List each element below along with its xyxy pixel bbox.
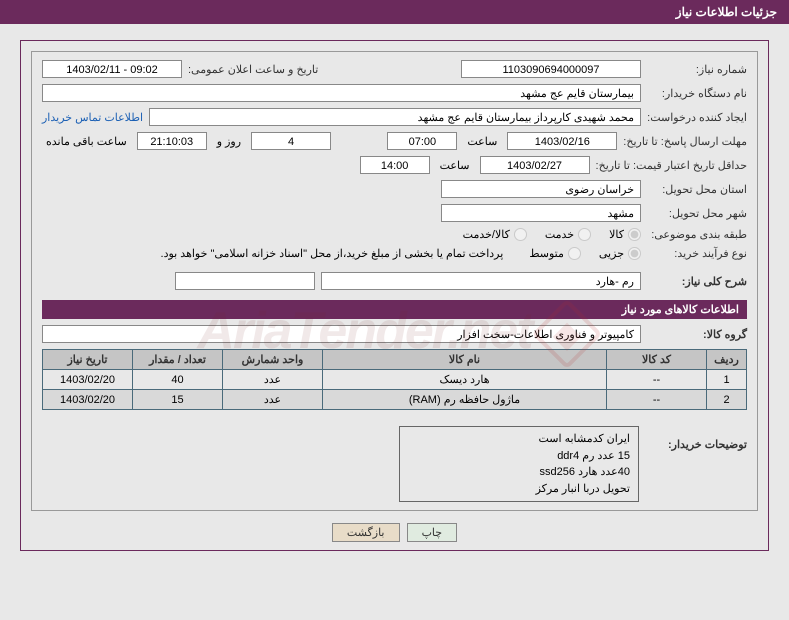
table-cell: -- bbox=[607, 390, 707, 410]
th-qty: تعداد / مقدار bbox=[133, 350, 223, 370]
days-remaining-field: 4 bbox=[251, 132, 331, 150]
hour-label-1: ساعت bbox=[463, 135, 501, 148]
th-code: کد کالا bbox=[607, 350, 707, 370]
category-radios: کالا خدمت کالا/خدمت bbox=[463, 228, 641, 241]
note-line: تحویل دربا انبار مرکز bbox=[408, 481, 630, 498]
page-title: جزئیات اطلاعات نیاز bbox=[676, 5, 777, 19]
print-button[interactable]: چاپ bbox=[407, 523, 458, 542]
th-unit: واحد شمارش bbox=[223, 350, 323, 370]
requester-field: محمد شهیدی کارپرداز بیمارستان قایم عج مش… bbox=[149, 108, 641, 126]
city-field: مشهد bbox=[441, 204, 641, 222]
page-header: جزئیات اطلاعات نیاز bbox=[0, 0, 789, 24]
table-cell: هارد دیسک bbox=[323, 370, 607, 390]
category-label: طبقه بندی موضوعی: bbox=[647, 228, 747, 241]
th-date: تاریخ نیاز bbox=[43, 350, 133, 370]
province-field: خراسان رضوی bbox=[441, 180, 641, 198]
hour-label-2: ساعت bbox=[436, 159, 474, 172]
buyer-org-label: نام دستگاه خریدار: bbox=[647, 87, 747, 100]
validity-date-field: 1403/02/27 bbox=[480, 156, 590, 174]
desc-field: رم -هارد bbox=[321, 272, 641, 290]
need-no-field: 1103090694000097 bbox=[461, 60, 641, 78]
buyer-org-field: بیمارستان قایم عج مشهد bbox=[42, 84, 641, 102]
note-line: 40عدد هارد ssd256 bbox=[408, 464, 630, 481]
form-panel: شماره نیاز: 1103090694000097 تاریخ و ساع… bbox=[31, 51, 758, 511]
note-line: ایران کدمشابه است bbox=[408, 431, 630, 448]
remaining-label: ساعت باقی مانده bbox=[42, 135, 131, 148]
table-cell: عدد bbox=[223, 370, 323, 390]
cat-service-radio[interactable]: خدمت bbox=[545, 228, 591, 241]
buttons-row: چاپ بازگشت bbox=[21, 521, 768, 550]
items-table: ردیف کد کالا نام کالا واحد شمارش تعداد /… bbox=[42, 349, 747, 410]
time-remaining-field: 21:10:03 bbox=[137, 132, 207, 150]
group-label: گروه کالا: bbox=[647, 328, 747, 341]
days-and-label: روز و bbox=[213, 135, 245, 148]
table-cell: 1403/02/20 bbox=[43, 370, 133, 390]
deadline-label: مهلت ارسال پاسخ: تا تاریخ: bbox=[623, 135, 747, 148]
table-cell: 1403/02/20 bbox=[43, 390, 133, 410]
city-label: شهر محل تحویل: bbox=[647, 207, 747, 220]
proc-radios: جزیی متوسط bbox=[529, 247, 641, 260]
province-label: استان محل تحویل: bbox=[647, 183, 747, 196]
group-field: کامپیوتر و فناوری اطلاعات-سخت افزار bbox=[42, 325, 641, 343]
th-row: ردیف bbox=[707, 350, 747, 370]
table-cell: 40 bbox=[133, 370, 223, 390]
table-cell: 1 bbox=[707, 370, 747, 390]
contact-link[interactable]: اطلاعات تماس خریدار bbox=[42, 111, 143, 124]
notes-label: توضیحات خریدار: bbox=[647, 438, 747, 451]
desc-label: شرح کلی نیاز: bbox=[647, 275, 747, 288]
ann-date-label: تاریخ و ساعت اعلان عمومی: bbox=[188, 63, 318, 76]
table-row: 1--هارد دیسکعدد401403/02/20 bbox=[43, 370, 747, 390]
table-cell: -- bbox=[607, 370, 707, 390]
deadline-date-field: 1403/02/16 bbox=[507, 132, 617, 150]
cat-goods-radio[interactable]: کالا bbox=[609, 228, 641, 241]
table-row: 2--ماژول حافظه رم (RAM)عدد151403/02/20 bbox=[43, 390, 747, 410]
outer-frame: AriaTender.net شماره نیاز: 1103090694000… bbox=[20, 40, 769, 551]
proc-note: پرداخت تمام یا بخشی از مبلغ خرید،از محل … bbox=[161, 247, 504, 260]
ann-date-field: 1403/02/11 - 09:02 bbox=[42, 60, 182, 78]
section-title: اطلاعات کالاهای مورد نیاز bbox=[42, 300, 747, 319]
proc-medium-radio[interactable]: متوسط bbox=[529, 247, 581, 260]
cat-both-radio[interactable]: کالا/خدمت bbox=[463, 228, 527, 241]
th-name: نام کالا bbox=[323, 350, 607, 370]
need-no-label: شماره نیاز: bbox=[647, 63, 747, 76]
proc-type-label: نوع فرآیند خرید: bbox=[647, 247, 747, 260]
proc-detail-radio[interactable]: جزیی bbox=[599, 247, 641, 260]
table-cell: 15 bbox=[133, 390, 223, 410]
table-cell: 2 bbox=[707, 390, 747, 410]
validity-label: حداقل تاریخ اعتبار قیمت: تا تاریخ: bbox=[596, 159, 747, 172]
table-cell: عدد bbox=[223, 390, 323, 410]
note-line: 15 عدد رم ddr4 bbox=[408, 448, 630, 465]
table-cell: ماژول حافظه رم (RAM) bbox=[323, 390, 607, 410]
notes-box: ایران کدمشابه است15 عدد رم ddr440عدد هار… bbox=[399, 426, 639, 502]
deadline-time-field: 07:00 bbox=[387, 132, 457, 150]
requester-label: ایجاد کننده درخواست: bbox=[647, 111, 747, 124]
validity-time-field: 14:00 bbox=[360, 156, 430, 174]
back-button[interactable]: بازگشت bbox=[332, 523, 400, 542]
desc-empty-field bbox=[175, 272, 315, 290]
